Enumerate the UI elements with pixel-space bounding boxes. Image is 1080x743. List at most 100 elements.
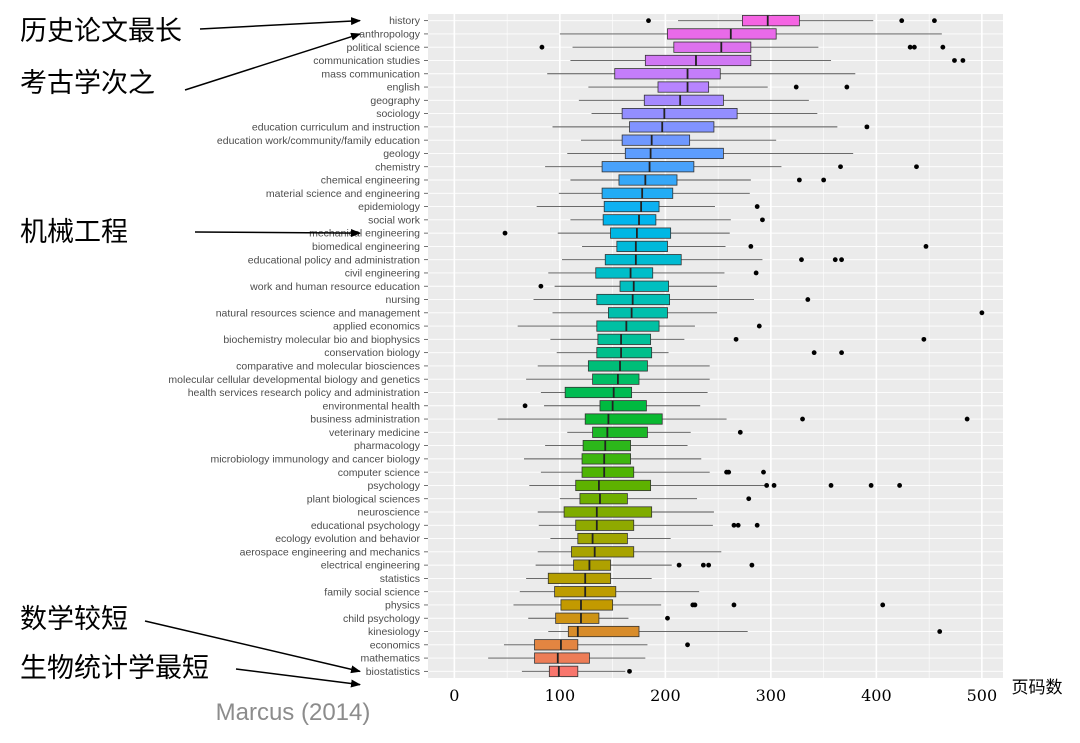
outlier-point	[838, 164, 843, 170]
outlier-point	[932, 18, 937, 24]
category-label: work and human resource education	[249, 281, 420, 293]
box-group	[580, 134, 777, 146]
category-label: education curriculum and instruction	[252, 121, 420, 133]
category-label: neuroscience	[358, 507, 421, 519]
category-label: mathematics	[360, 653, 420, 665]
box-group	[533, 293, 811, 306]
box-group	[536, 200, 760, 213]
box-group	[497, 413, 970, 425]
box-group	[548, 267, 759, 279]
outlier-point	[864, 124, 870, 130]
outlier-point	[897, 483, 903, 488]
x-tick-label: 300	[756, 686, 787, 705]
outlier-point	[952, 58, 957, 63]
box-group	[558, 187, 750, 199]
box-group	[582, 240, 929, 252]
box-group	[552, 121, 870, 133]
category-label: family social science	[324, 586, 420, 598]
box	[581, 466, 635, 478]
category-label: biomedical engineering	[312, 241, 420, 253]
outlier-point	[754, 204, 760, 209]
box-group	[538, 280, 718, 292]
outlier-point	[665, 615, 670, 621]
box-group	[567, 426, 743, 438]
box	[534, 639, 579, 651]
outlier-point	[539, 44, 545, 50]
box	[602, 214, 657, 226]
annotation-text: 历史论文最长	[20, 16, 182, 47]
outlier-point	[911, 44, 917, 50]
box-group	[646, 15, 937, 27]
credit-text: Marcus (2014)	[216, 699, 371, 726]
outlier-point	[771, 483, 777, 488]
category-label: civil engineering	[345, 268, 420, 280]
outlier-point	[899, 18, 905, 24]
outlier-point	[844, 84, 850, 90]
box-group	[588, 81, 850, 93]
box	[657, 81, 710, 93]
box-group	[503, 639, 690, 651]
box-group	[521, 665, 632, 677]
x-tick-label: 400	[861, 686, 892, 705]
box-group	[570, 174, 827, 186]
category-label: ecology evolution and behavior	[275, 533, 420, 545]
box	[596, 320, 660, 332]
box-group	[526, 572, 652, 584]
outlier-point	[914, 164, 919, 170]
box	[575, 479, 652, 492]
box	[629, 121, 715, 133]
category-label: microbiology immunology and cancer biolo…	[210, 453, 420, 465]
box-group	[519, 586, 700, 598]
category-label: education work/community/family educatio…	[217, 135, 420, 147]
box-group	[522, 400, 701, 412]
box-group	[545, 440, 688, 452]
box	[547, 572, 611, 584]
category-label: business administration	[310, 414, 420, 426]
box-group	[539, 41, 946, 53]
box-group	[578, 94, 809, 106]
box	[564, 386, 633, 399]
box-group	[561, 254, 844, 266]
box-group	[540, 466, 766, 478]
box	[616, 240, 668, 252]
category-label: plant biological sciences	[307, 493, 420, 505]
box	[582, 440, 631, 452]
outlier-point	[764, 483, 770, 488]
box-group	[528, 612, 670, 624]
box	[579, 493, 628, 505]
box-group	[570, 214, 765, 226]
outlier-point	[748, 244, 754, 249]
category-label: physics	[385, 600, 420, 612]
outlier-point	[960, 58, 966, 63]
box	[567, 625, 640, 638]
x-tick-label: 100	[545, 686, 576, 705]
box-group	[526, 373, 710, 385]
annotation-arrow	[144, 620, 361, 674]
category-label: sociology	[376, 108, 421, 120]
box-group	[570, 54, 966, 67]
outlier-point	[692, 602, 698, 608]
box-group	[538, 519, 760, 531]
category-label: kinesiology	[368, 626, 421, 638]
category-label: economics	[370, 639, 420, 651]
box	[577, 532, 628, 545]
annotation-text: 机械工程	[20, 217, 128, 248]
box	[673, 41, 752, 53]
category-label: molecular cellular developmental biology…	[168, 374, 420, 386]
box	[621, 108, 738, 120]
box	[624, 147, 724, 160]
box	[581, 453, 631, 465]
annotation-arrow	[184, 32, 361, 91]
category-label: chemical engineering	[321, 175, 420, 187]
outlier-point	[921, 336, 927, 342]
box	[584, 413, 663, 425]
category-label: statistics	[380, 573, 420, 585]
outlier-point	[907, 44, 913, 50]
outlier-point	[760, 217, 765, 223]
category-label: political science	[346, 42, 420, 54]
outlier-point	[733, 336, 739, 342]
box-group	[545, 161, 919, 173]
box	[603, 200, 660, 213]
